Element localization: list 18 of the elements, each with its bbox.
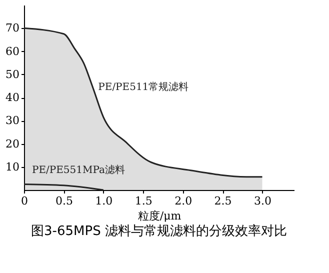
x-axis-title: 粒度/μm bbox=[138, 210, 182, 222]
x-tick-label: 1.5 bbox=[134, 194, 152, 208]
y-tick-label: 50 bbox=[6, 68, 20, 81]
series-label: PE/PE511常规滤料 bbox=[98, 81, 189, 94]
x-tick-label: 2.0 bbox=[174, 194, 192, 208]
text: 图3-65MPS 滤料与常规滤料的分级效率对比 bbox=[31, 223, 287, 239]
y-tick-label: 10 bbox=[6, 160, 20, 174]
y-tick-label: 40 bbox=[6, 91, 20, 104]
x-tick-label: 0 bbox=[21, 194, 28, 208]
x-tick-label: 0.5 bbox=[55, 194, 73, 208]
y-tick-label: 20 bbox=[6, 137, 20, 150]
y-tick-label: 30 bbox=[6, 114, 20, 128]
x-tick-label: 1.0 bbox=[95, 194, 113, 208]
y-tick-label: 60 bbox=[6, 44, 20, 58]
series-label: PE/PE551MPa滤料 bbox=[32, 164, 125, 176]
x-tick-label: 3.0 bbox=[254, 194, 272, 208]
x-tick-label: 2.5 bbox=[214, 194, 232, 208]
y-tick-label: 70 bbox=[6, 22, 20, 35]
